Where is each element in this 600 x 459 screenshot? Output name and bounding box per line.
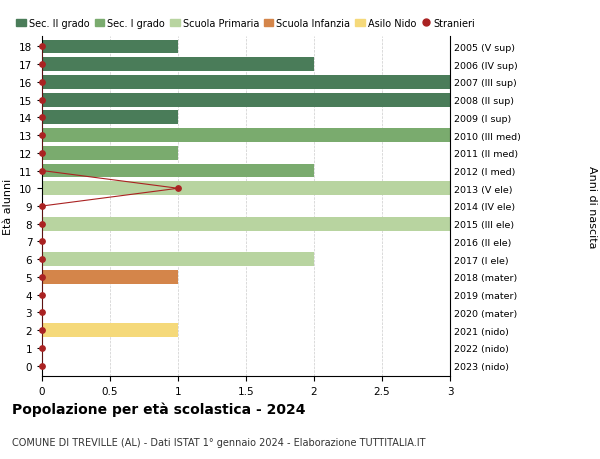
Text: Popolazione per età scolastica - 2024: Popolazione per età scolastica - 2024 (12, 402, 305, 416)
Bar (42, 253, 314, 267)
Point (37, 344, 47, 352)
Bar (42, 218, 450, 231)
Point (37, 203, 47, 210)
Bar (42, 270, 178, 284)
Y-axis label: Anni di nascita: Anni di nascita (587, 165, 598, 248)
Y-axis label: Età alunni: Età alunni (4, 179, 13, 235)
Point (173, 185, 183, 192)
Point (37, 44, 47, 51)
Point (37, 114, 47, 122)
Text: COMUNE DI TREVILLE (AL) - Dati ISTAT 1° gennaio 2024 - Elaborazione TUTTITALIA.I: COMUNE DI TREVILLE (AL) - Dati ISTAT 1° … (12, 437, 425, 447)
Point (37, 309, 47, 316)
Point (37, 132, 47, 140)
Point (37, 62, 47, 69)
Bar (42, 40, 178, 54)
Point (37, 238, 47, 246)
Point (37, 256, 47, 263)
Bar (42, 324, 178, 337)
Bar (42, 58, 314, 72)
Point (37, 79, 47, 86)
Point (37, 274, 47, 281)
Bar (42, 129, 450, 143)
Point (37, 168, 47, 175)
Bar (42, 182, 450, 196)
Point (37, 327, 47, 334)
Bar (42, 94, 450, 107)
Point (37, 362, 47, 369)
Legend: Sec. II grado, Sec. I grado, Scuola Primaria, Scuola Infanzia, Asilo Nido, Stran: Sec. II grado, Sec. I grado, Scuola Prim… (16, 18, 476, 28)
Point (37, 221, 47, 228)
Point (37, 150, 47, 157)
Bar (42, 111, 178, 125)
Bar (42, 164, 314, 178)
Bar (42, 76, 450, 90)
Bar (42, 146, 178, 160)
Point (37, 97, 47, 104)
Point (37, 291, 47, 299)
